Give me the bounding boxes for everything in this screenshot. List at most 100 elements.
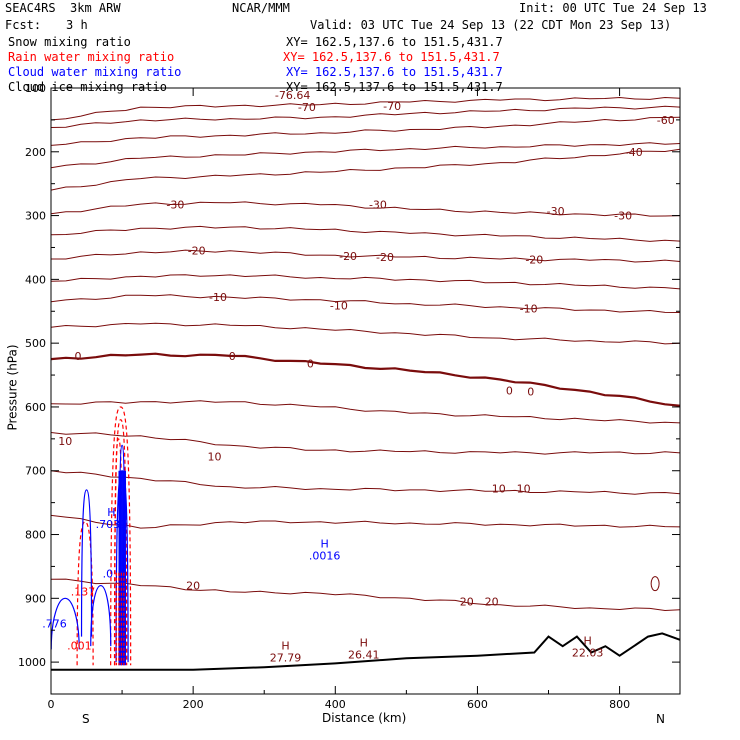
contour-label: 20	[485, 596, 499, 609]
cloud-water-contour	[50, 597, 80, 650]
annotation-label: H	[583, 635, 591, 648]
x-axis-title: Distance (km)	[322, 711, 407, 725]
field-cloud-water-label: Cloud water mixing ratio	[8, 65, 182, 79]
y-tick-label: 100	[25, 82, 46, 95]
contour-label: -30	[547, 205, 565, 218]
annotation-label: .0	[103, 568, 114, 581]
isotherm-closed	[650, 576, 660, 592]
annotation-value: 27.79	[270, 652, 302, 665]
contour-label: -40	[625, 146, 643, 159]
contour-label: -20	[525, 254, 543, 267]
rain-contour	[110, 406, 132, 666]
annotation-value: .0016	[309, 550, 341, 563]
isotherm-12	[50, 470, 681, 495]
annotation-label: .776	[42, 617, 67, 630]
field-snow-label: Snow mixing ratio	[8, 35, 131, 49]
contour-label: -10	[520, 303, 538, 316]
contour-label: 0	[527, 386, 534, 399]
contour-label: 10	[517, 483, 531, 496]
contour-label: -20	[188, 245, 206, 258]
contour-label: -30	[614, 210, 632, 223]
isotherm-15	[50, 514, 681, 529]
y-tick-label: 300	[25, 210, 46, 223]
contour-label: 0	[506, 384, 513, 397]
annotation-label: H	[320, 538, 328, 551]
rain-contour	[76, 521, 94, 666]
contour-label: -70	[383, 100, 401, 113]
y-tick-label: 1000	[18, 656, 46, 669]
y-tick-label: 900	[25, 592, 46, 605]
contour-label: -70	[298, 101, 316, 114]
cloud-water-contour	[90, 584, 112, 647]
isotherm--25	[50, 225, 681, 242]
contour-label: -20	[339, 250, 357, 263]
south-label: S	[82, 712, 90, 726]
x-tick-label: 400	[325, 698, 346, 711]
contour-label: 0	[75, 350, 82, 363]
isotherm--30	[50, 201, 681, 217]
contour-label: -30	[166, 199, 184, 212]
contour-label: -10	[209, 291, 227, 304]
isotherm-10	[50, 432, 681, 455]
cloud-water-contour	[80, 489, 93, 637]
annotation-label: H	[107, 506, 115, 519]
annotation-label: .137	[71, 586, 96, 599]
y-tick-label: 400	[25, 273, 46, 286]
terrain-line	[51, 632, 681, 671]
y-axis-title: Pressure (hPa)	[5, 344, 20, 431]
y-tick-label: 600	[25, 401, 46, 414]
temperature-contours	[50, 96, 681, 612]
isotherm--40	[50, 148, 681, 191]
contour-labels: -70 -70 -60 -40 -30 -30 -30 -30 -20 -20 -20 -20 -10 -…	[42, 89, 674, 665]
hydrometeor-contours	[50, 406, 660, 666]
contour-label: 0	[229, 350, 236, 363]
isotherm--10	[50, 294, 681, 313]
valid-time: Valid: 03 UTC Tue 24 Sep 13 (22 CDT Mon …	[310, 18, 672, 32]
isotherm--50	[50, 142, 681, 169]
plot-border	[50, 87, 681, 695]
isotherm-0	[50, 352, 681, 407]
field-snow-xy: XY= 162.5,137.6 to 151.5,431.7	[286, 35, 503, 49]
contour-label-min: -76.64	[275, 89, 310, 102]
annotation-label: H	[360, 637, 368, 650]
north-label: N	[656, 712, 665, 726]
y-tick-label: 800	[25, 529, 46, 542]
contour-label: 0	[307, 358, 314, 371]
field-rain-label: Rain water mixing ratio	[8, 50, 175, 64]
annotation-value: 22.03	[572, 647, 604, 660]
contour-label: 10	[58, 435, 72, 448]
isotherm--20	[51, 249, 681, 263]
terrain-profile	[51, 632, 681, 671]
contour-label: 10	[492, 483, 506, 496]
model-title: SEAC4RS 3km ARW	[5, 1, 121, 15]
field-cloud-ice-xy: XY= 162.5,137.6 to 151.5,431.7	[286, 80, 503, 94]
contour-label: 10	[207, 451, 221, 464]
x-tick-label: 200	[183, 698, 204, 711]
field-rain-xy: XY= 162.5,137.6 to 151.5,431.7	[283, 50, 500, 64]
contour-label: 20	[460, 596, 474, 609]
y-tick-label: 200	[25, 146, 46, 159]
contour-label: -30	[369, 199, 387, 212]
forecast-label: Fcst:	[5, 18, 42, 32]
forecast-value: 3 h	[66, 18, 88, 32]
annotation-label: H	[281, 640, 289, 653]
isotherm--5	[50, 322, 681, 345]
isotherm--15	[50, 274, 681, 290]
isotherm-20	[50, 578, 681, 612]
isotherm-5	[50, 400, 681, 424]
x-tick-label: 600	[467, 698, 488, 711]
annotation-label: .001	[67, 640, 92, 653]
y-tick-label: 700	[25, 465, 46, 478]
x-tick-label: 0	[48, 698, 55, 711]
init-time: Init: 00 UTC Tue 24 Sep 13	[519, 1, 707, 15]
contour-label: -60	[657, 114, 675, 127]
annotation-value: 26.41	[348, 649, 380, 662]
annotation-value: .7031	[96, 518, 128, 531]
contour-label: 20	[186, 580, 200, 593]
x-tick-label: 800	[609, 698, 630, 711]
isotherm--70	[50, 105, 681, 128]
contour-label: -20	[376, 251, 394, 264]
contour-label: -10	[330, 300, 348, 313]
